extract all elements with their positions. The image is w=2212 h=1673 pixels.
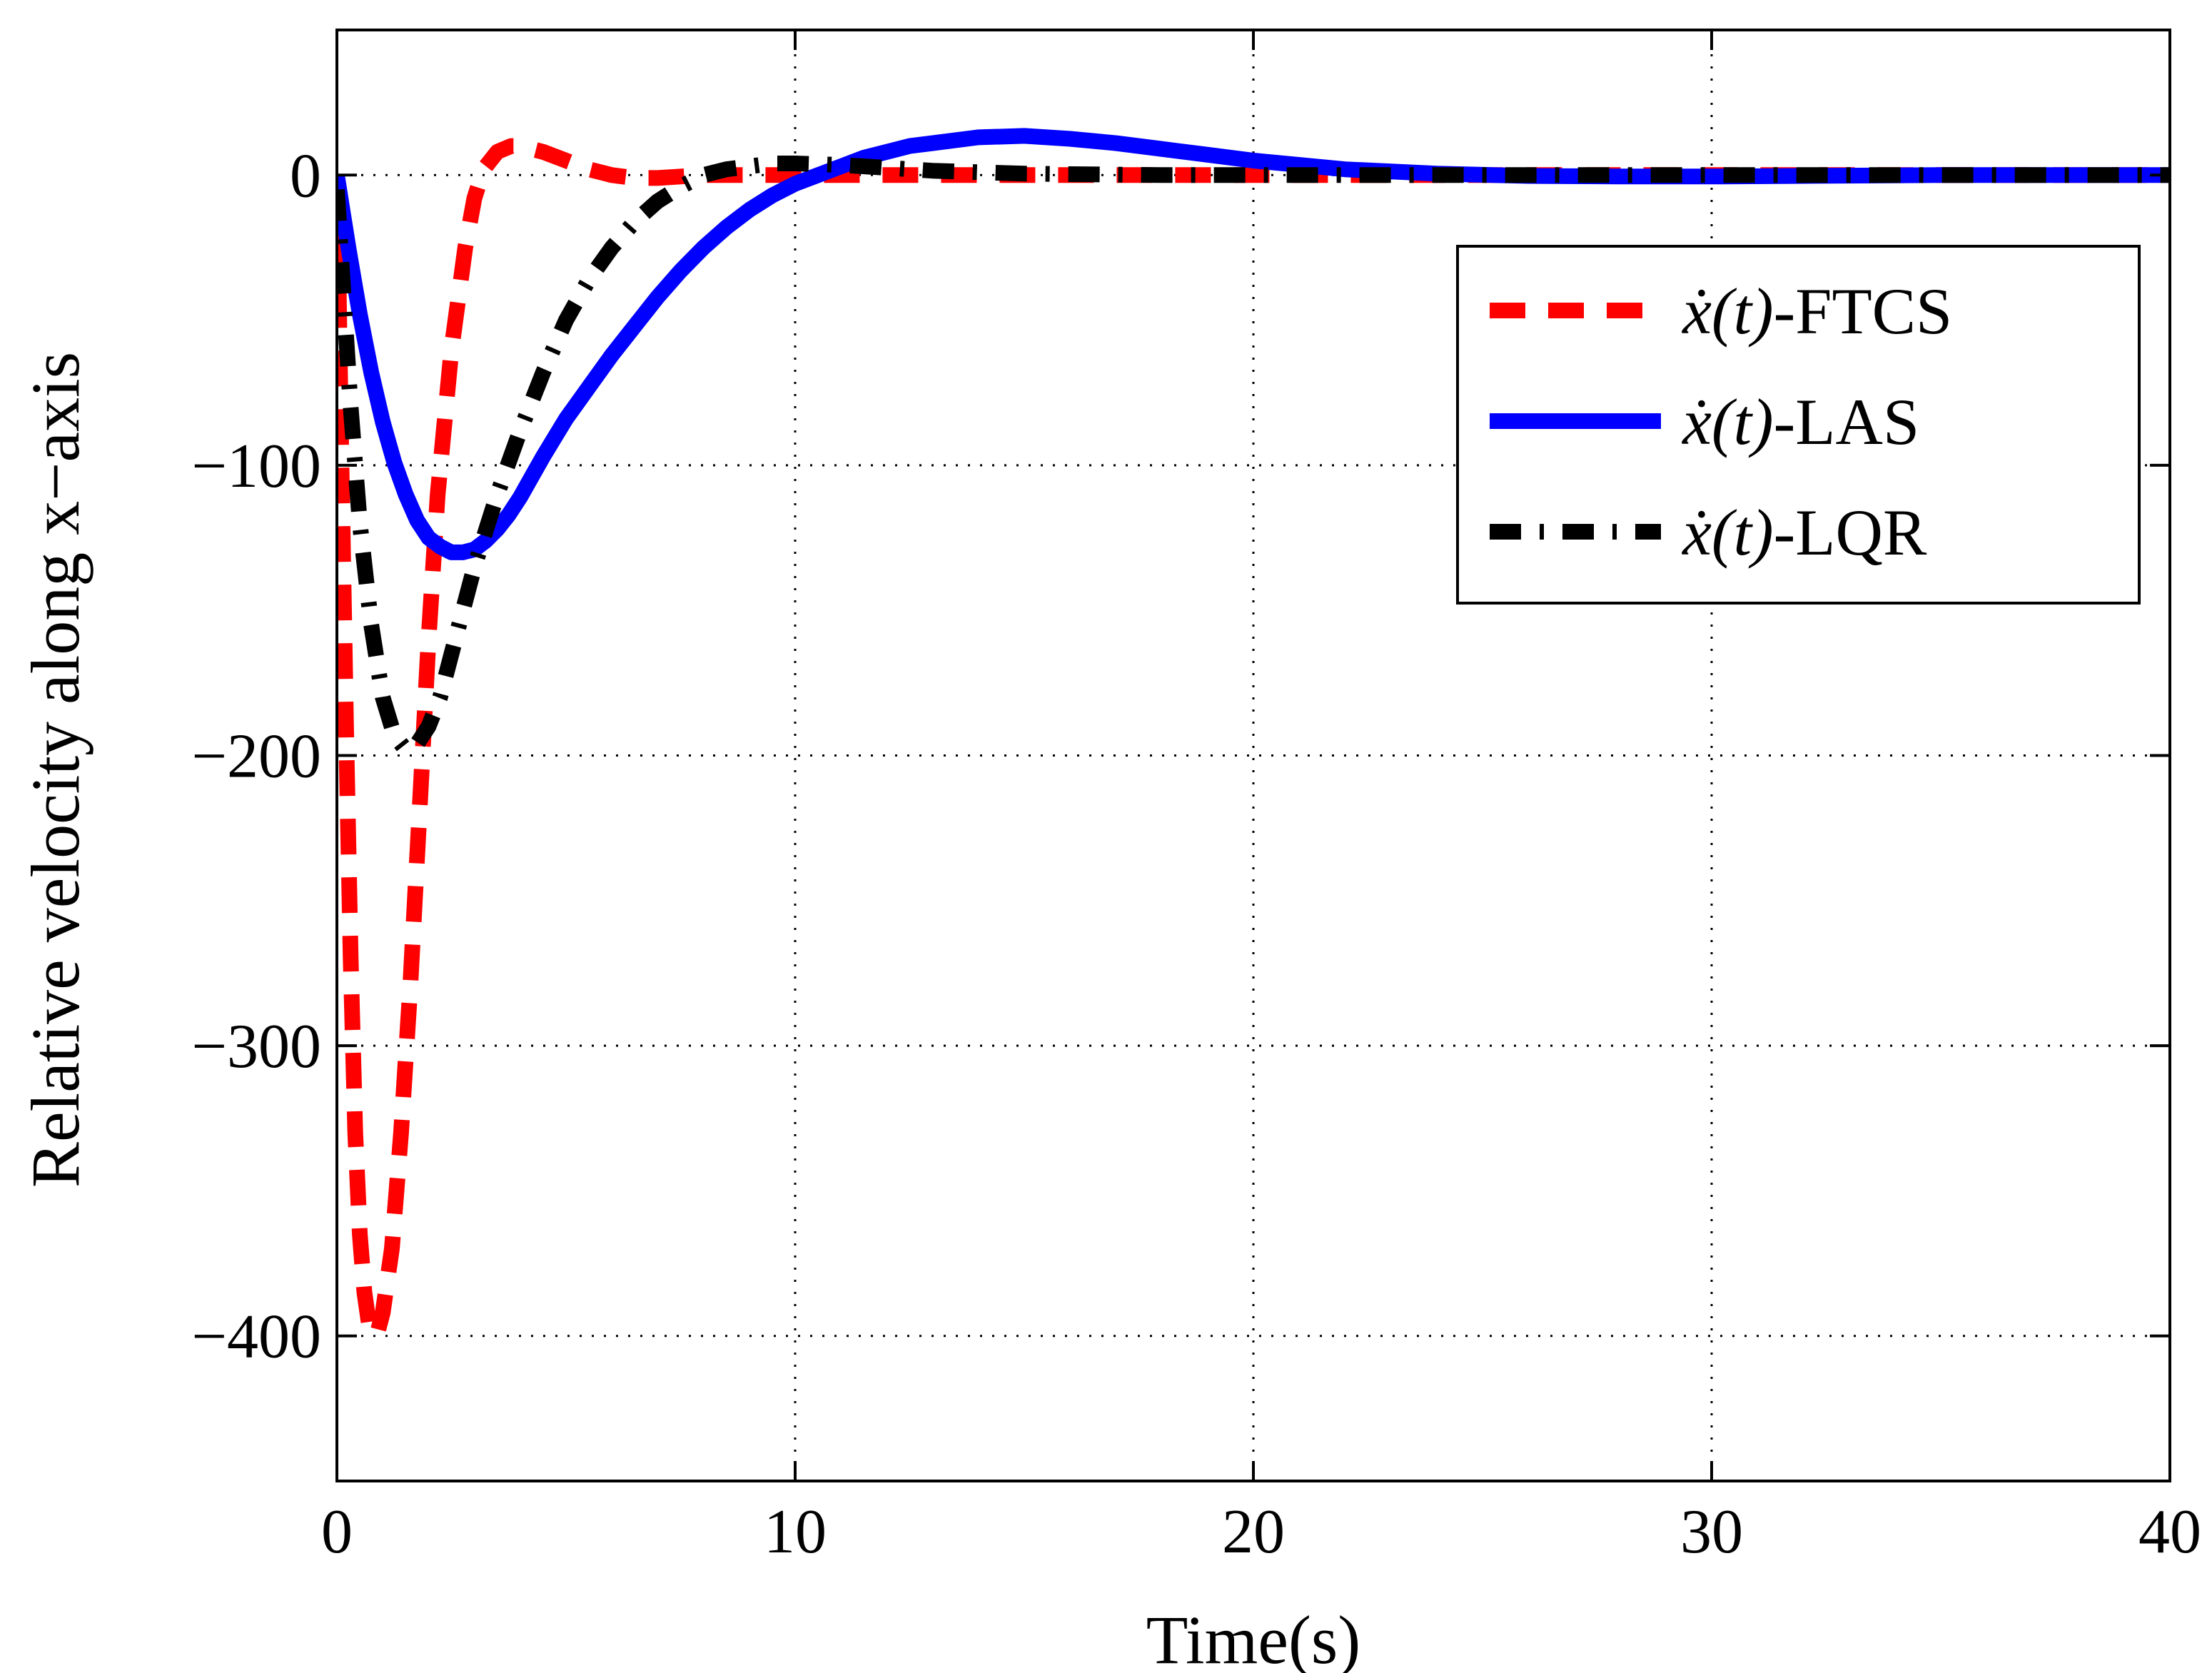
- x-tick-label: 40: [2138, 1497, 2201, 1567]
- legend-label-las: ẋ(t)-LAS: [1682, 385, 1919, 458]
- legend-method: -LAS: [1774, 385, 1919, 458]
- x-tick-label: 20: [1222, 1497, 1285, 1567]
- ticks: [335, 30, 2171, 1481]
- y-tick-label: −400: [191, 1303, 321, 1372]
- legend-variable: ẋ(t): [1682, 385, 1774, 458]
- y-tick-label: −300: [191, 1012, 321, 1081]
- y-tick-label: 0: [290, 141, 321, 211]
- series-line-lqr: [337, 156, 2170, 758]
- series-line-las: [337, 128, 2170, 560]
- y-axis-title: Relative velocity along x−axis: [17, 352, 94, 1188]
- x-tick-label: 30: [1680, 1497, 1743, 1567]
- y-tick-label: −100: [191, 432, 321, 501]
- legend-label-ftcs: ẋ(t)-FTCS: [1682, 275, 1952, 348]
- x-axis-title: Time(s): [1146, 1602, 1361, 1673]
- tick-labels: 0 10 20 30 40 0 −100 −200 −300 −400: [191, 141, 2201, 1567]
- legend-method: -LQR: [1774, 496, 1927, 569]
- x-tick-label: 0: [321, 1497, 353, 1567]
- series-layer: [337, 128, 2170, 1344]
- x-tick-label: 10: [764, 1497, 827, 1567]
- legend-label-lqr: ẋ(t)-LQR: [1682, 496, 1927, 569]
- y-tick-label: −200: [191, 722, 321, 792]
- legend-variable: ẋ(t): [1682, 275, 1774, 348]
- grid: [337, 30, 2170, 1481]
- legend-method: -FTCS: [1774, 275, 1953, 348]
- legend-variable: ẋ(t): [1682, 496, 1774, 569]
